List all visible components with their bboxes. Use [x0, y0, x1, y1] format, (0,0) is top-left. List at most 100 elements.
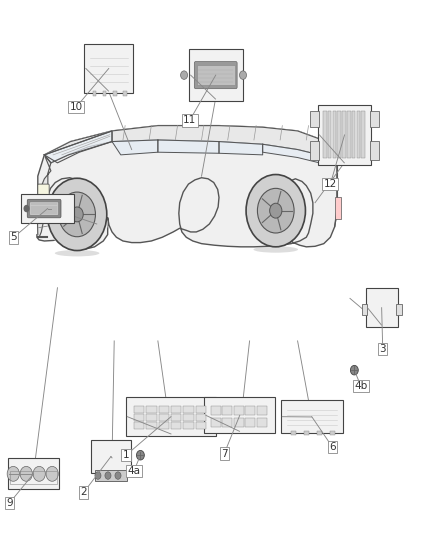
- Text: 5: 5: [11, 232, 17, 243]
- Bar: [323, 111, 327, 158]
- Text: 3: 3: [379, 344, 386, 354]
- FancyBboxPatch shape: [21, 193, 74, 223]
- FancyBboxPatch shape: [204, 397, 276, 433]
- Bar: [93, 91, 96, 96]
- Bar: [335, 197, 341, 219]
- Bar: [134, 414, 145, 421]
- FancyBboxPatch shape: [91, 440, 131, 473]
- Bar: [311, 141, 319, 160]
- Bar: [361, 111, 365, 158]
- Bar: [196, 414, 206, 421]
- Bar: [304, 431, 309, 435]
- Circle shape: [24, 205, 30, 212]
- Text: 2: 2: [80, 488, 87, 497]
- FancyBboxPatch shape: [8, 458, 59, 489]
- Bar: [159, 414, 169, 421]
- Bar: [257, 417, 267, 426]
- Bar: [171, 406, 181, 413]
- FancyBboxPatch shape: [197, 66, 235, 85]
- Circle shape: [270, 203, 282, 218]
- FancyBboxPatch shape: [189, 49, 243, 101]
- Circle shape: [95, 472, 101, 479]
- Bar: [113, 91, 117, 96]
- Text: 1: 1: [123, 450, 129, 460]
- Polygon shape: [44, 131, 112, 163]
- Bar: [223, 407, 232, 415]
- Ellipse shape: [254, 246, 298, 253]
- Bar: [134, 422, 145, 429]
- Bar: [328, 111, 332, 158]
- Bar: [396, 304, 402, 314]
- Bar: [245, 407, 255, 415]
- Polygon shape: [158, 140, 219, 154]
- Bar: [134, 406, 145, 413]
- Bar: [257, 407, 267, 415]
- Bar: [223, 417, 232, 426]
- Polygon shape: [44, 131, 112, 163]
- Bar: [311, 111, 319, 126]
- Text: 4b: 4b: [354, 381, 367, 391]
- Bar: [342, 111, 346, 158]
- Bar: [146, 422, 157, 429]
- Bar: [184, 422, 194, 429]
- Bar: [357, 111, 360, 158]
- Circle shape: [115, 472, 121, 479]
- Bar: [291, 431, 296, 435]
- Bar: [234, 417, 244, 426]
- Circle shape: [7, 466, 19, 481]
- Bar: [370, 111, 379, 126]
- Bar: [234, 407, 244, 415]
- Text: 7: 7: [221, 449, 228, 458]
- FancyBboxPatch shape: [27, 199, 61, 218]
- Text: 6: 6: [329, 442, 336, 452]
- FancyBboxPatch shape: [281, 400, 343, 433]
- Circle shape: [246, 174, 305, 247]
- Circle shape: [137, 450, 145, 460]
- Bar: [184, 414, 194, 421]
- Circle shape: [33, 466, 45, 481]
- Bar: [211, 417, 221, 426]
- Bar: [211, 407, 221, 415]
- Polygon shape: [44, 126, 337, 163]
- Polygon shape: [37, 155, 51, 237]
- Circle shape: [20, 466, 32, 481]
- Polygon shape: [263, 144, 319, 163]
- Text: 10: 10: [70, 102, 83, 112]
- Bar: [159, 422, 169, 429]
- Bar: [337, 111, 341, 158]
- Bar: [370, 141, 379, 160]
- Circle shape: [180, 71, 187, 79]
- Bar: [184, 406, 194, 413]
- Polygon shape: [37, 126, 337, 249]
- Bar: [196, 422, 206, 429]
- Bar: [330, 431, 335, 435]
- FancyBboxPatch shape: [95, 470, 127, 481]
- Polygon shape: [112, 140, 158, 155]
- Bar: [332, 111, 336, 158]
- Bar: [171, 414, 181, 421]
- Circle shape: [71, 207, 83, 222]
- FancyBboxPatch shape: [318, 105, 371, 165]
- Circle shape: [350, 366, 358, 375]
- Ellipse shape: [46, 200, 108, 248]
- Bar: [196, 406, 206, 413]
- Bar: [159, 406, 169, 413]
- FancyBboxPatch shape: [366, 288, 398, 327]
- Bar: [103, 91, 106, 96]
- Bar: [10, 471, 57, 484]
- Polygon shape: [219, 142, 263, 155]
- FancyBboxPatch shape: [84, 44, 134, 93]
- Circle shape: [59, 192, 95, 237]
- Bar: [352, 111, 356, 158]
- Bar: [245, 417, 255, 426]
- Ellipse shape: [55, 250, 99, 256]
- Text: 4a: 4a: [127, 466, 140, 476]
- FancyBboxPatch shape: [30, 202, 59, 215]
- Text: 12: 12: [324, 179, 337, 189]
- FancyBboxPatch shape: [126, 397, 216, 436]
- Bar: [317, 431, 322, 435]
- Text: 11: 11: [183, 115, 196, 125]
- Circle shape: [105, 472, 111, 479]
- Bar: [347, 111, 351, 158]
- Circle shape: [240, 71, 247, 79]
